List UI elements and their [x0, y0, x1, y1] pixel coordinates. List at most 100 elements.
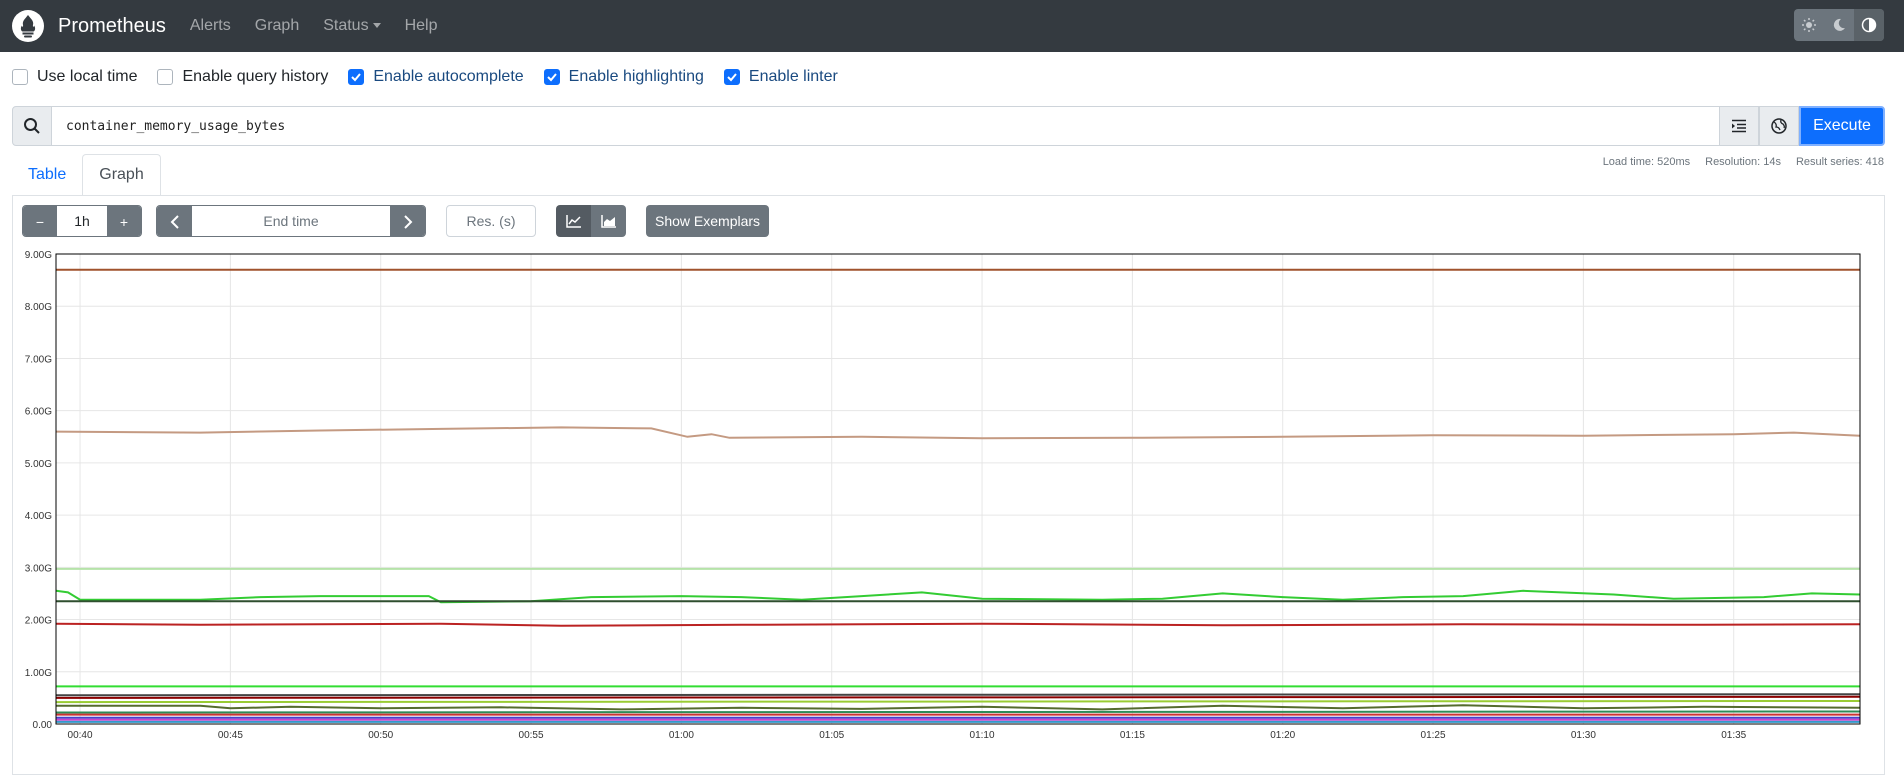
stacked-chart-button[interactable]: [591, 205, 626, 237]
y-tick-label: 3.00G: [25, 563, 52, 574]
graph-controls: − 1h + End time Res. (s) Show Exemplars: [22, 205, 770, 237]
series-line-5[interactable]: [55, 622, 1861, 627]
x-tick-label: 01:25: [1421, 730, 1446, 741]
y-tick-label: 8.00G: [25, 302, 52, 313]
x-tick-label: 00:55: [519, 730, 544, 741]
checkmark-icon: [727, 73, 737, 82]
range-input-group: − 1h +: [22, 205, 142, 237]
checkbox-unchecked[interactable]: [157, 69, 174, 85]
option-enable-highlighting[interactable]: Enable highlighting: [543, 68, 704, 86]
expression-input[interactable]: container_memory_usage_bytes: [52, 106, 1719, 146]
option-label: Enable linter: [748, 68, 838, 85]
line-chart-icon: [565, 215, 581, 228]
y-axis-labels: 0.00 1.00G 2.00G 3.00G 4.00G 5.00G 6.00G 7.00G 8…: [25, 250, 53, 731]
option-enable-query-history[interactable]: Enable query history: [157, 68, 328, 86]
y-tick-label: 2.00G: [25, 616, 52, 627]
y-tick-label: 9.00G: [25, 250, 52, 261]
chevron-left-icon: [170, 215, 179, 229]
y-tick-label: 1.00G: [25, 668, 52, 679]
checkbox-checked[interactable]: [723, 69, 740, 85]
x-axis-labels: 00:40 00:45 00:50 00:55 01:00 01:05 01:10 01:15…: [68, 730, 1747, 741]
series-line-3[interactable]: [55, 589, 1861, 604]
series-line-1[interactable]: [55, 426, 1861, 440]
query-stats: Load time: 520ms Resolution: 14s Result …: [1588, 156, 1884, 168]
option-label: Use local time: [37, 68, 138, 85]
x-tick-label: 01:30: [1571, 730, 1596, 741]
nav-status[interactable]: Status: [323, 17, 381, 35]
query-options: Use local time Enable query history Enab…: [12, 68, 858, 86]
area-chart-icon: [600, 215, 616, 228]
chart-type-group: [556, 205, 626, 237]
x-tick-label: 00:50: [368, 730, 393, 741]
chart-grid: [56, 253, 1860, 725]
memory-usage-chart: 0.00 1.00G 2.00G 3.00G 4.00G 5.00G 6.00G 7.00G 8…: [25, 250, 1861, 741]
nav-help[interactable]: Help: [404, 17, 438, 34]
option-enable-linter[interactable]: Enable linter: [723, 68, 838, 86]
resolution: Resolution: 14s: [1705, 156, 1781, 168]
series-line-7[interactable]: [55, 693, 1861, 697]
y-tick-label: 4.00G: [25, 511, 52, 522]
contrast-icon[interactable]: [1854, 9, 1884, 41]
previous-time-button[interactable]: [157, 206, 192, 236]
x-tick-label: 01:05: [819, 730, 844, 741]
search-icon: [12, 106, 52, 146]
nav-alerts[interactable]: Alerts: [189, 17, 231, 34]
x-tick-label: 01:35: [1721, 730, 1746, 741]
series-line-11[interactable]: [55, 710, 1861, 714]
checkmark-icon: [351, 73, 362, 82]
x-tick-label: 01:00: [669, 730, 694, 741]
indent-icon: [1732, 119, 1746, 133]
moon-icon[interactable]: [1824, 9, 1854, 41]
navbar: Prometheus Alerts Graph Status Help: [0, 0, 1904, 52]
nav-graph[interactable]: Graph: [254, 17, 300, 34]
checkbox-checked[interactable]: [348, 69, 365, 85]
option-enable-autocomplete[interactable]: Enable autocomplete: [348, 68, 524, 86]
decrease-range-button[interactable]: −: [23, 206, 57, 236]
option-label: Enable autocomplete: [373, 68, 524, 85]
checkbox-checked[interactable]: [543, 69, 560, 85]
chevron-right-icon: [403, 215, 412, 229]
result-series: Result series: 418: [1795, 156, 1884, 168]
x-tick-label: 01:15: [1120, 730, 1145, 741]
option-use-local-time[interactable]: Use local time: [12, 68, 137, 86]
series-line-9[interactable]: [55, 700, 1861, 704]
nav-status-label: Status: [323, 17, 369, 34]
line-chart-button[interactable]: [556, 205, 591, 237]
show-exemplars-button[interactable]: Show Exemplars: [646, 205, 770, 237]
series-line-10[interactable]: [56, 704, 1861, 711]
plot-frame: [55, 253, 1861, 725]
prometheus-logo-icon: [12, 10, 44, 42]
option-label: Enable query history: [182, 68, 329, 85]
chart-series: [55, 268, 1861, 723]
sun-icon[interactable]: [1794, 9, 1824, 41]
x-tick-label: 01:10: [970, 730, 995, 741]
next-time-button[interactable]: [390, 206, 425, 236]
series-line-8[interactable]: [55, 695, 1861, 699]
brand[interactable]: Prometheus: [12, 10, 166, 42]
option-label: Enable highlighting: [568, 68, 704, 85]
end-time-input[interactable]: End time: [192, 206, 390, 236]
y-tick-label: 5.00G: [25, 459, 52, 470]
caret-down-icon: [372, 23, 381, 29]
query-bar: container_memory_usage_bytes Execute: [12, 106, 1885, 146]
end-time-group: End time: [156, 205, 426, 237]
panel-tabs: Table Graph: [12, 154, 161, 196]
load-time: Load time: 520ms: [1602, 156, 1691, 168]
format-expression-button[interactable]: [1719, 106, 1759, 146]
y-tick-label: 0.00: [33, 720, 53, 731]
increase-range-button[interactable]: +: [107, 206, 141, 236]
x-tick-label: 00:45: [218, 730, 243, 741]
resolution-input[interactable]: Res. (s): [446, 205, 536, 237]
tab-graph[interactable]: Graph: [82, 154, 161, 196]
x-tick-label: 00:40: [68, 730, 93, 741]
x-tick-label: 01:20: [1270, 730, 1295, 741]
range-input[interactable]: 1h: [57, 206, 107, 236]
brand-title: Prometheus: [58, 14, 166, 37]
theme-toggle-group: [1794, 9, 1884, 41]
metrics-explorer-button[interactable]: [1759, 106, 1799, 146]
checkbox-unchecked[interactable]: [12, 69, 28, 85]
checkmark-icon: [546, 73, 557, 82]
execute-button[interactable]: Execute: [1799, 106, 1885, 146]
tab-table[interactable]: Table: [28, 166, 67, 183]
y-tick-label: 7.00G: [25, 354, 52, 365]
